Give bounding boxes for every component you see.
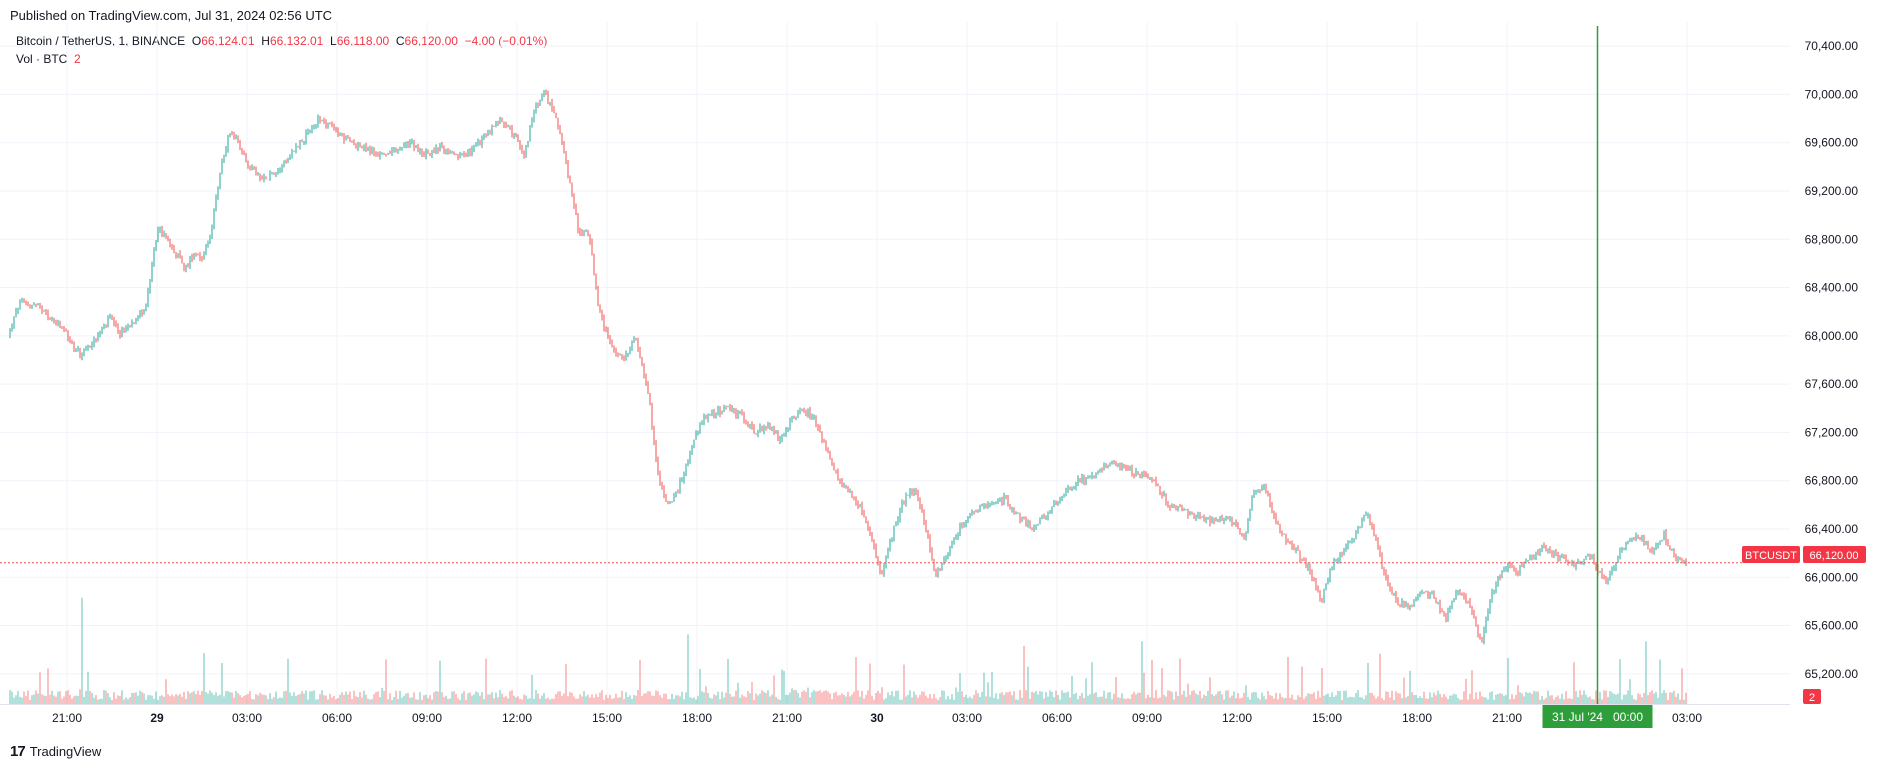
time-tick-label: 15:00 (592, 711, 622, 725)
time-tick-label: 18:00 (682, 711, 712, 725)
crosshair-date-label: 31 Jul '24 00:00 (1542, 705, 1653, 728)
crosshair-date-text: 31 Jul '24 00:00 (1552, 710, 1643, 724)
open-label: O (191, 34, 202, 48)
time-tick-label: 09:00 (1132, 711, 1162, 725)
time-tick-label: 21:00 (1492, 711, 1522, 725)
crosshair-date-bg (1542, 705, 1653, 728)
volume-tag-value: 2 (1809, 692, 1815, 704)
time-tick-label: 12:00 (502, 711, 532, 725)
price-tick-label: 66,000.00 (1805, 570, 1859, 584)
time-tick-label: 06:00 (322, 711, 352, 725)
low-value: 66,118.00 (336, 34, 390, 48)
price-tick-label: 70,400.00 (1805, 39, 1859, 53)
candlesticks (9, 89, 1687, 645)
close-value: 66,120.00 (404, 34, 458, 48)
price-tick-label: 67,600.00 (1805, 377, 1859, 391)
symbol-name[interactable]: Bitcoin / TetherUS, 1, BINANCE (16, 34, 186, 48)
time-tick-label: 03:00 (232, 711, 262, 725)
footer-brand-name: TradingView (29, 744, 102, 759)
time-tick-label: 18:00 (1402, 711, 1432, 725)
price-tick-label: 66,400.00 (1805, 522, 1859, 536)
price-tick-label: 67,200.00 (1805, 425, 1859, 439)
symbol-legend: Bitcoin / TetherUS, 1, BINANCE O66,124.0… (16, 34, 547, 48)
open-value: 66,124.01 (201, 34, 255, 48)
volume-bars (9, 597, 1687, 704)
time-tick-label: 15:00 (1312, 711, 1342, 725)
time-tick-label: 12:00 (1222, 711, 1252, 725)
volume-label[interactable]: Vol · BTC (16, 52, 68, 66)
change-value: −4.00 (−0.01%) (464, 34, 548, 48)
price-tag-symbol-bg (1742, 546, 1800, 563)
price-tick-label: 68,400.00 (1805, 281, 1859, 295)
price-tick-label: 70,000.00 (1805, 87, 1859, 101)
volume-tag-bg (1803, 689, 1821, 704)
price-axis[interactable]: 65,200.00 65,600.00 66,000.00 66,400.00 66,8… (1805, 39, 1859, 681)
price-tick-label: 68,800.00 (1805, 232, 1859, 246)
time-axis[interactable]: 21:00 29 03:00 06:00 09:00 12:00 15:00 18:00 21:… (52, 711, 1702, 725)
volume-legend: Vol · BTC 2 (16, 52, 81, 66)
high-value: 66,132.01 (269, 34, 324, 48)
price-tick-label: 65,600.00 (1805, 619, 1859, 633)
price-tag-symbol: BTCUSDT (1745, 550, 1797, 562)
volume-tag: 2 (1803, 689, 1821, 704)
time-tick-label: 30 (870, 711, 884, 725)
time-tick-label: 29 (150, 711, 164, 725)
time-tick-label: 03:00 (952, 711, 982, 725)
low-label: L (330, 34, 337, 48)
price-tick-label: 66,800.00 (1805, 474, 1859, 488)
last-price-tag: BTCUSDT 66,120.00 (1742, 546, 1866, 563)
price-tick-label: 69,200.00 (1805, 184, 1859, 198)
price-tag-value: 66,120.00 (1810, 550, 1859, 562)
close-label: C (395, 34, 405, 48)
price-tag-value-bg (1803, 546, 1866, 563)
time-tick-label: 09:00 (412, 711, 442, 725)
price-tick-label: 69,600.00 (1805, 136, 1859, 150)
time-tick-label: 21:00 (772, 711, 802, 725)
time-tick-label: 21:00 (52, 711, 82, 725)
volume-value: 2 (74, 52, 81, 66)
high-label: H (261, 34, 270, 48)
chart-grid (0, 22, 1790, 704)
tradingview-logo-icon: 17 (10, 743, 26, 760)
time-tick-label: 03:00 (1672, 711, 1702, 725)
footer-brand[interactable]: 17 TradingView (10, 743, 101, 760)
time-tick-label: 06:00 (1042, 711, 1072, 725)
price-tick-label: 65,200.00 (1805, 667, 1859, 681)
published-info: Published on TradingView.com, Jul 31, 20… (10, 8, 333, 23)
price-tick-label: 68,000.00 (1805, 329, 1859, 343)
